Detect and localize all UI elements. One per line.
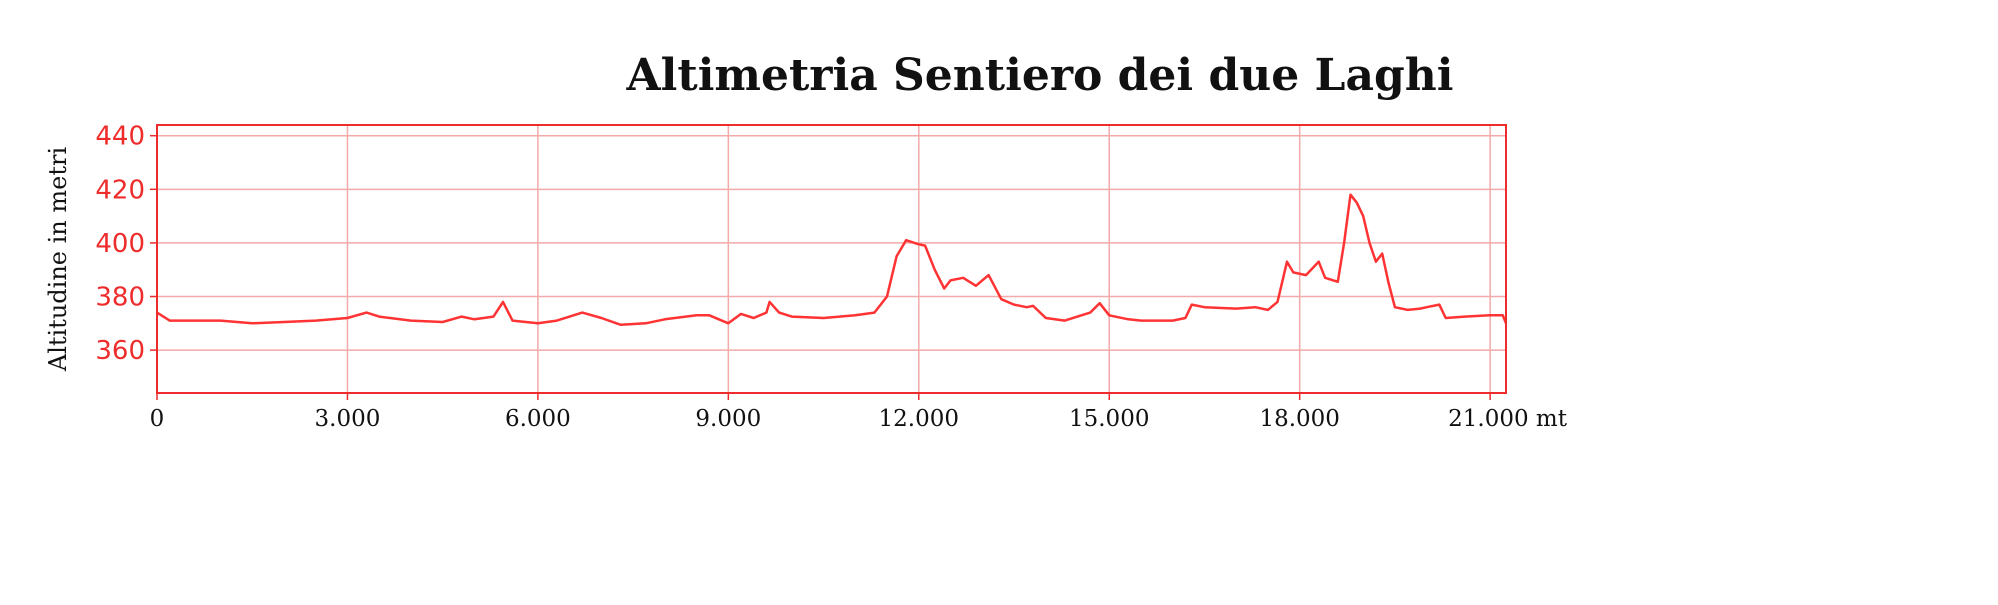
y-tick-label: 440	[95, 122, 145, 152]
x-tick-label: 18.000	[1259, 406, 1339, 432]
x-tick-label: 6.000	[505, 406, 571, 432]
elevation-line	[156, 193, 1508, 326]
chart-title: Altimetria Sentiero dei due Laghi	[626, 50, 1454, 101]
y-axis-label: Altitudine in metri	[44, 147, 72, 373]
y-tick-label: 420	[95, 175, 145, 205]
grid	[156, 125, 1506, 393]
x-tick-label: 3.000	[315, 406, 381, 432]
ticks: 0 3.000 6.000 9.000 12.000 15.000 18.000 21.000…	[95, 122, 1567, 432]
y-tick-label: 400	[95, 229, 145, 259]
x-tick-label: 9.000	[695, 406, 761, 432]
y-tick-label: 360	[95, 336, 145, 366]
y-tick-label: 380	[95, 283, 145, 313]
x-tick-label: 12.000	[879, 406, 959, 432]
x-tick-label: 15.000	[1069, 406, 1149, 432]
plot-frame	[156, 124, 1507, 394]
x-tick-label: 0	[150, 406, 165, 432]
x-tick-label: 21.000 mt	[1448, 406, 1568, 432]
